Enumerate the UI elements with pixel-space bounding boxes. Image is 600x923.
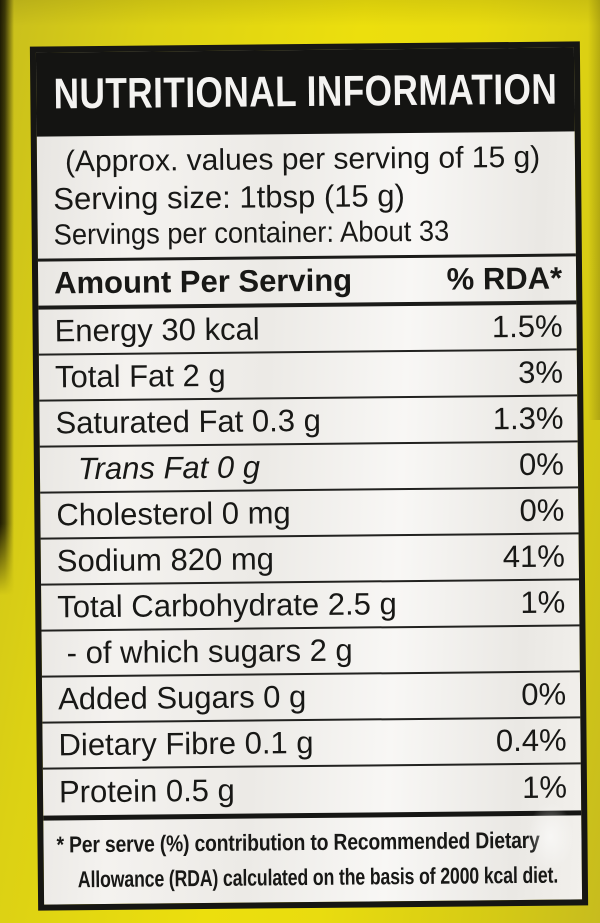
table-row: Saturated Fat 0.3 g 1.3% xyxy=(39,396,578,448)
nutrient-name: Trans Fat 0 g xyxy=(77,449,261,487)
table-row: - of which sugars 2 g xyxy=(41,626,580,678)
serving-size-line: Serving size: 1tbsp (15 g) xyxy=(53,178,405,217)
table-row: Cholesterol 0 mg 0% xyxy=(40,488,579,540)
nutrient-rda: 41% xyxy=(502,538,565,575)
nutrient-name: Total Carbohydrate 2.5 g xyxy=(57,586,397,625)
approx-values-line: (Approx. values per serving of 15 g) xyxy=(64,140,541,179)
nutrient-name: Added Sugars 0 g xyxy=(57,679,307,717)
nutrient-rda: 0.4% xyxy=(495,722,567,759)
nutrient-rda: 0% xyxy=(519,492,565,528)
servings-per-container-line: Servings per container: About 33 xyxy=(53,215,450,252)
nutrient-rows: Energy 30 kcal 1.5% Total Fat 2 g 3% Saturat… xyxy=(38,304,581,815)
nutrient-name: Saturated Fat 0.3 g xyxy=(55,402,322,441)
nutrient-rda: 1% xyxy=(522,769,568,805)
nutrition-panel: NUTRITIONAL INFORMATION (Approx. values … xyxy=(29,41,589,911)
nutrient-rda: 1.5% xyxy=(491,308,563,345)
bottle-edge-shade-right xyxy=(588,0,600,420)
footnote-line-1: * Per serve (%) contribution to Recommen… xyxy=(56,826,540,858)
nutrient-name: Sodium 820 mg xyxy=(56,541,275,579)
page-title: NUTRITIONAL INFORMATION xyxy=(53,65,558,118)
amount-per-serving-header: Amount Per Serving xyxy=(53,262,353,301)
nutrient-name: Cholesterol 0 mg xyxy=(56,495,291,533)
title-bar: NUTRITIONAL INFORMATION xyxy=(35,47,575,137)
table-row: Total Carbohydrate 2.5 g 1% xyxy=(41,580,580,632)
table-row: Added Sugars 0 g 0% xyxy=(41,672,581,724)
table-row: Protein 0.5 g 1% xyxy=(43,764,581,815)
rda-header: % RDA* xyxy=(446,260,563,297)
bottle-edge-shadow-left xyxy=(0,0,14,595)
table-row: Dietary Fibre 0.1 g 0.4% xyxy=(42,718,581,770)
nutrient-rda: 0% xyxy=(518,446,565,482)
footnote: * Per serve (%) contribution to Recommen… xyxy=(43,815,582,905)
serving-info: (Approx. values per serving of 15 g) Ser… xyxy=(37,131,576,258)
table-row: Sodium 820 mg 41% xyxy=(40,534,580,586)
nutrient-rda: 1.3% xyxy=(492,400,564,437)
nutrient-name: Energy 30 kcal xyxy=(54,311,260,349)
nutrient-rda: 3% xyxy=(518,354,564,390)
table-header: Amount Per Serving % RDA* xyxy=(38,256,576,305)
nutrient-name: Total Fat 2 g xyxy=(54,357,226,395)
table-row: Total Fat 2 g 3% xyxy=(38,350,578,402)
footnote-line-2: Allowance (RDA) calculated on the basis … xyxy=(77,861,559,893)
nutrient-rda: 1% xyxy=(520,584,566,620)
nutrient-name: - of which sugars 2 g xyxy=(66,632,353,671)
nutrient-name: Protein 0.5 g xyxy=(58,772,235,810)
table-row: Energy 30 kcal 1.5% xyxy=(38,304,577,356)
nutrient-rda: 0% xyxy=(521,676,567,712)
table-row: Trans Fat 0 g 0% xyxy=(39,442,579,494)
nutrient-name: Dietary Fibre 0.1 g xyxy=(58,724,314,763)
